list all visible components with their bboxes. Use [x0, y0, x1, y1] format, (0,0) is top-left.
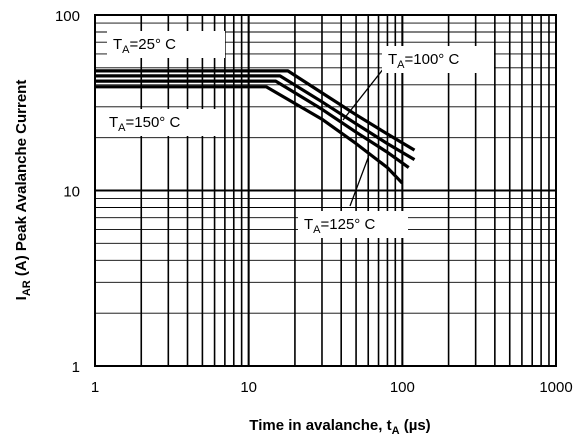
series-line-3: [95, 79, 410, 169]
annotation-pointer: [349, 157, 369, 207]
x-tick-label: 1000: [539, 379, 572, 396]
annotation-4: TA=125° C: [298, 211, 408, 238]
y-tick-labels: 1 10 100: [55, 8, 80, 376]
series-line-1: [95, 69, 416, 152]
annotation-pointer: [342, 67, 385, 121]
x-tick-label: 10: [240, 379, 257, 396]
x-tick-label: 1: [91, 379, 99, 396]
annotation-text: TA=150° C: [109, 114, 180, 134]
annotation-background: [298, 211, 408, 238]
annotation-1: TA=25° C: [107, 31, 225, 58]
x-tick-label: 100: [390, 379, 415, 396]
annotation-pointers: [342, 67, 385, 207]
x-tick-labels: 1 10 100 1000: [91, 379, 573, 396]
series-line-2: [95, 74, 416, 161]
series-line-4: [95, 85, 404, 185]
y-tick-label: 100: [55, 8, 80, 25]
annotation-background: [382, 46, 494, 73]
annotation-2: TA=100° C: [382, 46, 494, 73]
annotation-3: TA=150° C: [103, 109, 221, 136]
annotation-text: TA=100° C: [388, 51, 459, 71]
annotation-text: TA=25° C: [113, 36, 176, 56]
annotation-background: [103, 109, 221, 136]
annotation-background: [107, 31, 225, 58]
y-tick-label: 1: [72, 359, 80, 376]
annotations: TA=25° C TA=100° C TA=150° C TA=125° C: [103, 31, 494, 238]
plot-frame: [94, 14, 557, 367]
y-tick-label: 10: [63, 184, 80, 201]
series-group: [95, 69, 416, 185]
x-axis-label: Time in avalanche, tA (µs): [249, 417, 430, 437]
y-axis-label: IAR (A) Peak Avalanche Current: [13, 80, 33, 301]
annotation-text: TA=125° C: [304, 216, 375, 236]
